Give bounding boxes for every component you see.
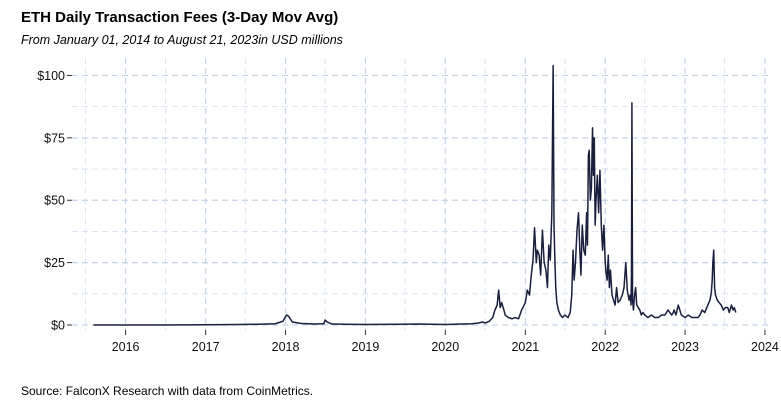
- y-axis-labels: $0 $25 $50 $75 $100: [37, 69, 65, 333]
- x-axis-labels: 2016 2017 2018 2019 2020 2021 2022 2023 2024: [112, 340, 779, 354]
- source-note: Source: FalconX Research with data from …: [21, 384, 314, 398]
- x-tick-label: 2021: [511, 340, 539, 354]
- y-tick-label: $50: [44, 194, 65, 208]
- x-tick-label: 2020: [431, 340, 459, 354]
- grid-major: [72, 58, 768, 330]
- x-tick-label: 2016: [112, 340, 140, 354]
- grid-minor: [72, 58, 768, 330]
- y-tick-label: $0: [51, 319, 65, 333]
- y-tick-label: $100: [37, 69, 65, 83]
- x-tick-label: 2022: [591, 340, 619, 354]
- chart-title: ETH Daily Transaction Fees (3-Day Mov Av…: [21, 9, 339, 26]
- x-tick-label: 2023: [671, 340, 699, 354]
- series-line: [93, 64, 737, 326]
- x-tick-label: 2024: [751, 340, 779, 354]
- x-tick-label: 2018: [272, 340, 300, 354]
- chart-subtitle: From January 01, 2014 to August 21, 2023…: [21, 33, 343, 47]
- y-tick-label: $25: [44, 256, 65, 270]
- x-tick-label: 2019: [352, 340, 380, 354]
- y-tick-label: $75: [44, 131, 65, 145]
- axis-ticks: [67, 74, 766, 335]
- x-tick-label: 2017: [192, 340, 220, 354]
